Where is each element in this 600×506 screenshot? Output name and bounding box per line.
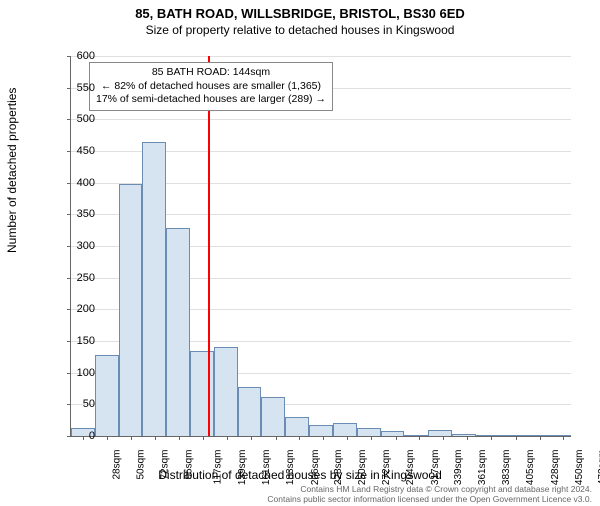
footer-line-1: Contains HM Land Registry data © Crown c… — [267, 484, 592, 494]
annotation-line: ← 82% of detached houses are smaller (1,… — [96, 80, 326, 94]
y-tick-label: 550 — [65, 82, 95, 94]
y-tick-label: 150 — [65, 335, 95, 347]
x-tick-mark — [516, 436, 517, 440]
x-tick-mark — [299, 436, 300, 440]
histogram-bar — [476, 435, 500, 436]
page-title: 85, BATH ROAD, WILLSBRIDGE, BRISTOL, BS3… — [0, 6, 600, 21]
y-tick-label: 200 — [65, 303, 95, 315]
y-tick-label: 500 — [65, 113, 95, 125]
x-tick-mark — [131, 436, 132, 440]
x-axis-label: Distribution of detached houses by size … — [0, 468, 600, 482]
x-tick-mark — [323, 436, 324, 440]
y-tick-label: 400 — [65, 177, 95, 189]
histogram-bar — [333, 423, 357, 436]
page-subtitle: Size of property relative to detached ho… — [0, 23, 600, 37]
histogram-bar — [214, 347, 238, 436]
y-tick-label: 600 — [65, 50, 95, 62]
x-tick-mark — [227, 436, 228, 440]
histogram-bar — [452, 434, 476, 436]
x-tick-mark — [347, 436, 348, 440]
annotation-line: 85 BATH ROAD: 144sqm — [96, 66, 326, 80]
y-tick-label: 50 — [65, 398, 95, 410]
property-marker-line — [208, 56, 210, 436]
x-tick-mark — [203, 436, 204, 440]
y-tick-label: 350 — [65, 208, 95, 220]
histogram-bar — [428, 430, 452, 436]
y-tick-label: 0 — [65, 430, 95, 442]
x-tick-mark — [563, 436, 564, 440]
histogram-bar — [238, 387, 262, 436]
gridline — [71, 119, 571, 120]
annotation-line: 17% of semi-detached houses are larger (… — [96, 93, 326, 107]
chart-container: 85, BATH ROAD, WILLSBRIDGE, BRISTOL, BS3… — [0, 6, 600, 506]
histogram-bar — [285, 417, 309, 436]
x-tick-mark — [179, 436, 180, 440]
histogram-bar — [523, 435, 547, 436]
x-tick-mark — [419, 436, 420, 440]
gridline — [71, 56, 571, 57]
y-axis-label: Number of detached properties — [5, 88, 19, 253]
x-tick-mark — [251, 436, 252, 440]
y-tick-label: 100 — [65, 367, 95, 379]
x-tick-mark — [540, 436, 541, 440]
annotation-box: 85 BATH ROAD: 144sqm← 82% of detached ho… — [89, 62, 333, 111]
histogram-bar — [142, 142, 166, 437]
x-tick-mark — [491, 436, 492, 440]
x-tick-mark — [155, 436, 156, 440]
histogram-bar — [357, 428, 381, 436]
footer-line-2: Contains public sector information licen… — [267, 494, 592, 504]
histogram-bar — [95, 355, 119, 436]
histogram-bar — [404, 435, 428, 436]
histogram-bar — [166, 228, 190, 436]
x-tick-mark — [276, 436, 277, 440]
footer-attribution: Contains HM Land Registry data © Crown c… — [267, 484, 592, 504]
y-tick-label: 250 — [65, 272, 95, 284]
x-tick-mark — [467, 436, 468, 440]
x-tick-mark — [371, 436, 372, 440]
x-tick-mark — [443, 436, 444, 440]
x-tick-mark — [107, 436, 108, 440]
histogram-bar — [309, 425, 333, 436]
chart-plot-area: 85 BATH ROAD: 144sqm← 82% of detached ho… — [70, 56, 571, 437]
histogram-bar — [261, 397, 285, 436]
histogram-bar — [381, 431, 405, 436]
histogram-bar — [547, 435, 571, 436]
histogram-bar — [119, 184, 143, 436]
histogram-bar — [500, 435, 524, 436]
y-tick-label: 300 — [65, 240, 95, 252]
x-tick-mark — [396, 436, 397, 440]
y-tick-label: 450 — [65, 145, 95, 157]
